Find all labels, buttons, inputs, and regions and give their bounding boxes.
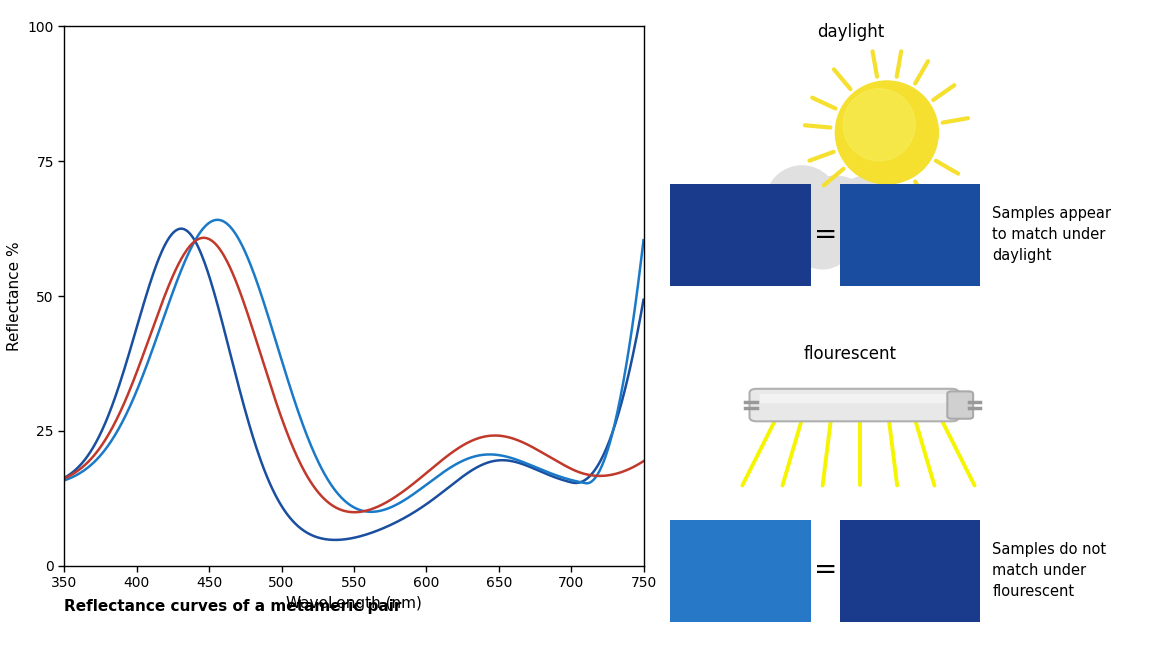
Circle shape — [835, 81, 938, 184]
Circle shape — [792, 207, 853, 269]
Y-axis label: Reflectance %: Reflectance % — [7, 241, 22, 351]
FancyBboxPatch shape — [750, 389, 958, 421]
Text: Samples appear
to match under
daylight: Samples appear to match under daylight — [992, 207, 1112, 263]
Text: =: = — [814, 221, 838, 249]
Text: daylight: daylight — [817, 23, 885, 41]
Circle shape — [827, 207, 885, 264]
Circle shape — [844, 89, 915, 161]
Text: flourescent: flourescent — [804, 345, 897, 363]
FancyBboxPatch shape — [948, 392, 973, 418]
X-axis label: WaveLength (nm): WaveLength (nm) — [285, 596, 422, 611]
Circle shape — [794, 176, 876, 259]
Circle shape — [833, 176, 900, 243]
Text: Samples do not
match under
flourescent: Samples do not match under flourescent — [992, 542, 1107, 599]
Text: =: = — [814, 557, 838, 584]
FancyBboxPatch shape — [759, 394, 949, 403]
Circle shape — [766, 166, 838, 238]
Text: Reflectance curves of a metameric pair: Reflectance curves of a metameric pair — [64, 599, 401, 614]
Circle shape — [766, 197, 818, 248]
Circle shape — [861, 202, 913, 253]
